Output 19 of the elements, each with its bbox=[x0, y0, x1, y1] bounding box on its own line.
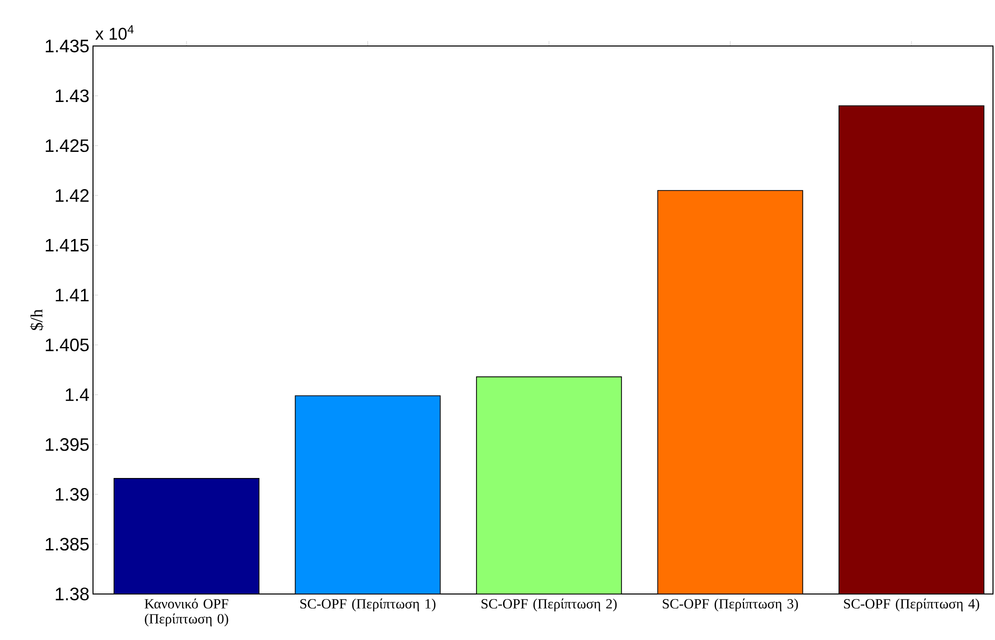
x-tick-label: SC-OPF (Περίπτωση 3) bbox=[662, 598, 798, 612]
y-tick-label: 1.43 bbox=[56, 89, 89, 102]
y-tick-label: 1.405 bbox=[46, 338, 89, 352]
y-tick-label: 1.415 bbox=[46, 238, 89, 252]
y-tick-label: 1.42 bbox=[56, 189, 89, 202]
y-tick-label: 1.435 bbox=[46, 40, 89, 52]
x-tick-label: SC-OPF (Περίπτωση 4) bbox=[844, 598, 980, 612]
y-tick-label: 1.425 bbox=[46, 139, 89, 152]
y-tick-label: 1.395 bbox=[46, 438, 89, 451]
y-tick-label: 1.4 bbox=[66, 388, 89, 401]
y-tick-label: 1.38 bbox=[56, 588, 89, 600]
x-tick-label: SC-OPF (Περίπτωση 1) bbox=[300, 598, 436, 612]
y-tick-label: 1.39 bbox=[56, 488, 89, 501]
x-tick-label: SC-OPF (Περίπτωση 2) bbox=[482, 598, 617, 612]
x-tick-label: Κανονικό OPF (Περίπτωση 0) bbox=[144, 598, 228, 626]
y-tick-label: 1.41 bbox=[56, 288, 89, 302]
y-tick-label: 1.385 bbox=[46, 538, 89, 551]
text: x 10$^{4}$ bbox=[95, 25, 134, 40]
y-axis-title: $/h bbox=[30, 309, 44, 330]
